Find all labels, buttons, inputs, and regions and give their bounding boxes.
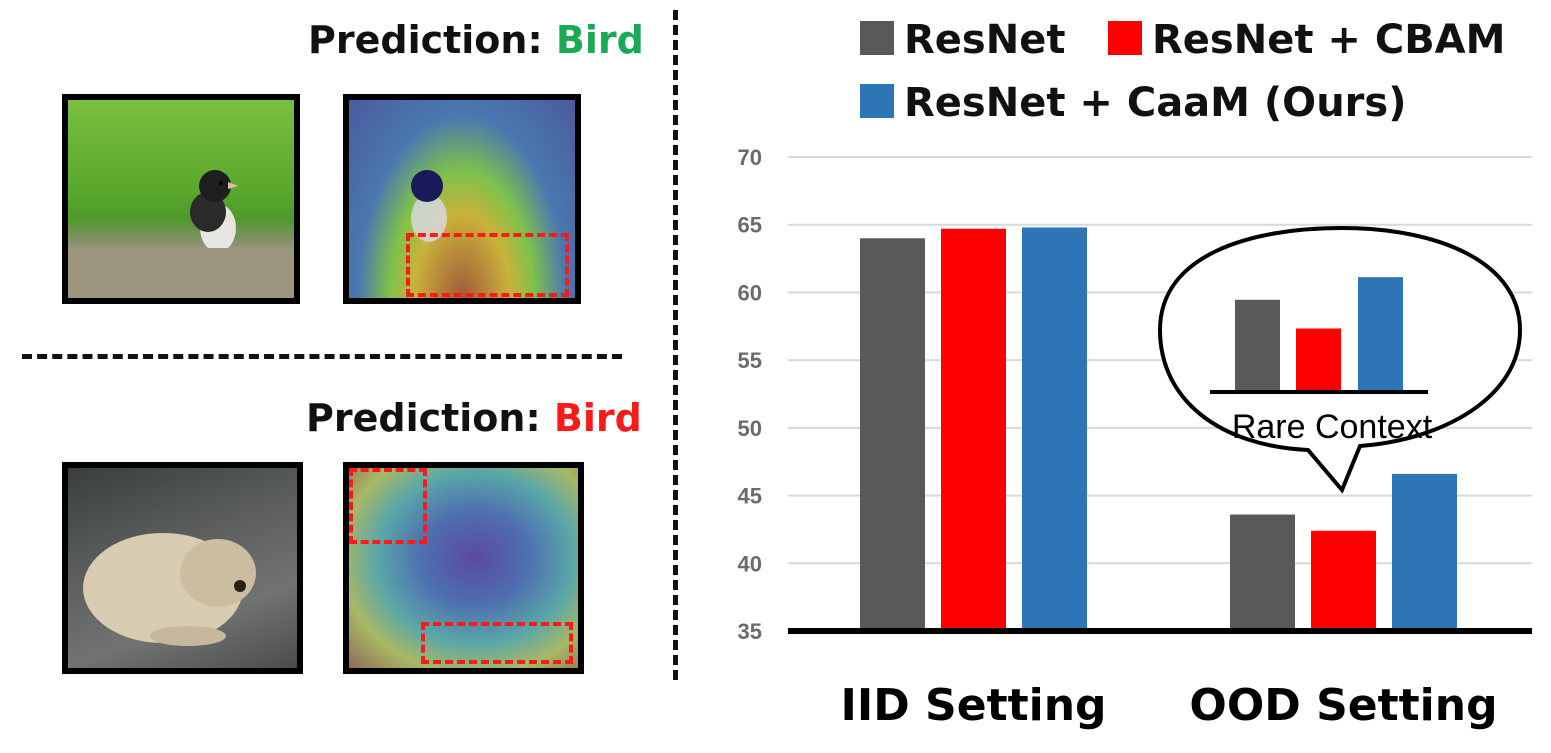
bar-1-0 [1230,514,1295,631]
bird-photo [62,94,300,304]
bar-0-0 [860,238,925,631]
bird-attention-heatmap [343,94,581,304]
bear-attention-heatmap [343,462,584,674]
y-tick-label-65: 65 [738,213,762,238]
legend-label-1: ResNet + CBAM [1152,17,1505,63]
bear-drawing [83,533,256,646]
legend-swatch-1 [1108,21,1142,55]
bird-drawing [68,170,294,298]
inset-bar-1 [1296,328,1341,392]
bear-highlight-box-top [349,468,427,544]
bear-highlight-box-bottom [421,622,573,664]
legend-label-0: ResNet [904,17,1065,63]
y-tick-label-40: 40 [738,551,762,576]
bar-1-2 [1392,473,1457,631]
y-tick-label-35: 35 [738,619,762,644]
inset-bar-2 [1358,277,1403,392]
bottom-prediction: Prediction: Bird [306,396,642,440]
y-tick-label-60: 60 [738,280,762,305]
y-tick-label-50: 50 [738,416,762,441]
x-category-label-1: OOD Setting [1189,680,1497,731]
bottom-prediction-value: Bird [553,396,642,440]
legend-swatch-0 [860,21,894,55]
y-tick-label-55: 55 [738,348,762,373]
legend-label-2: ResNet + CaaM (Ours) [904,80,1406,126]
inset-bar-0 [1235,299,1280,392]
top-prediction: Prediction: Bird [308,18,644,62]
inset-label: Rare Context [1232,408,1433,446]
bar-chart: 35 40 45 50 55 60 65 70 IID Setting OOD Setting Re… [738,17,1532,731]
y-tick-label-45: 45 [738,484,762,509]
bear-photo [62,462,303,674]
bird-heatmap-drawing [411,170,447,242]
y-tick-label-70: 70 [738,145,762,170]
top-prediction-value: Bird [555,18,644,62]
bar-1-1 [1311,530,1376,631]
top-prediction-label: Prediction: [308,18,543,62]
bar-0-2 [1022,227,1087,631]
x-category-label-0: IID Setting [840,680,1106,731]
legend-swatch-2 [860,84,894,118]
bar-0-1 [941,228,1006,631]
bird-highlight-box [406,233,569,297]
vertical-divider [673,10,678,680]
horizontal-divider [22,354,622,359]
bottom-prediction-label: Prediction: [306,396,541,440]
